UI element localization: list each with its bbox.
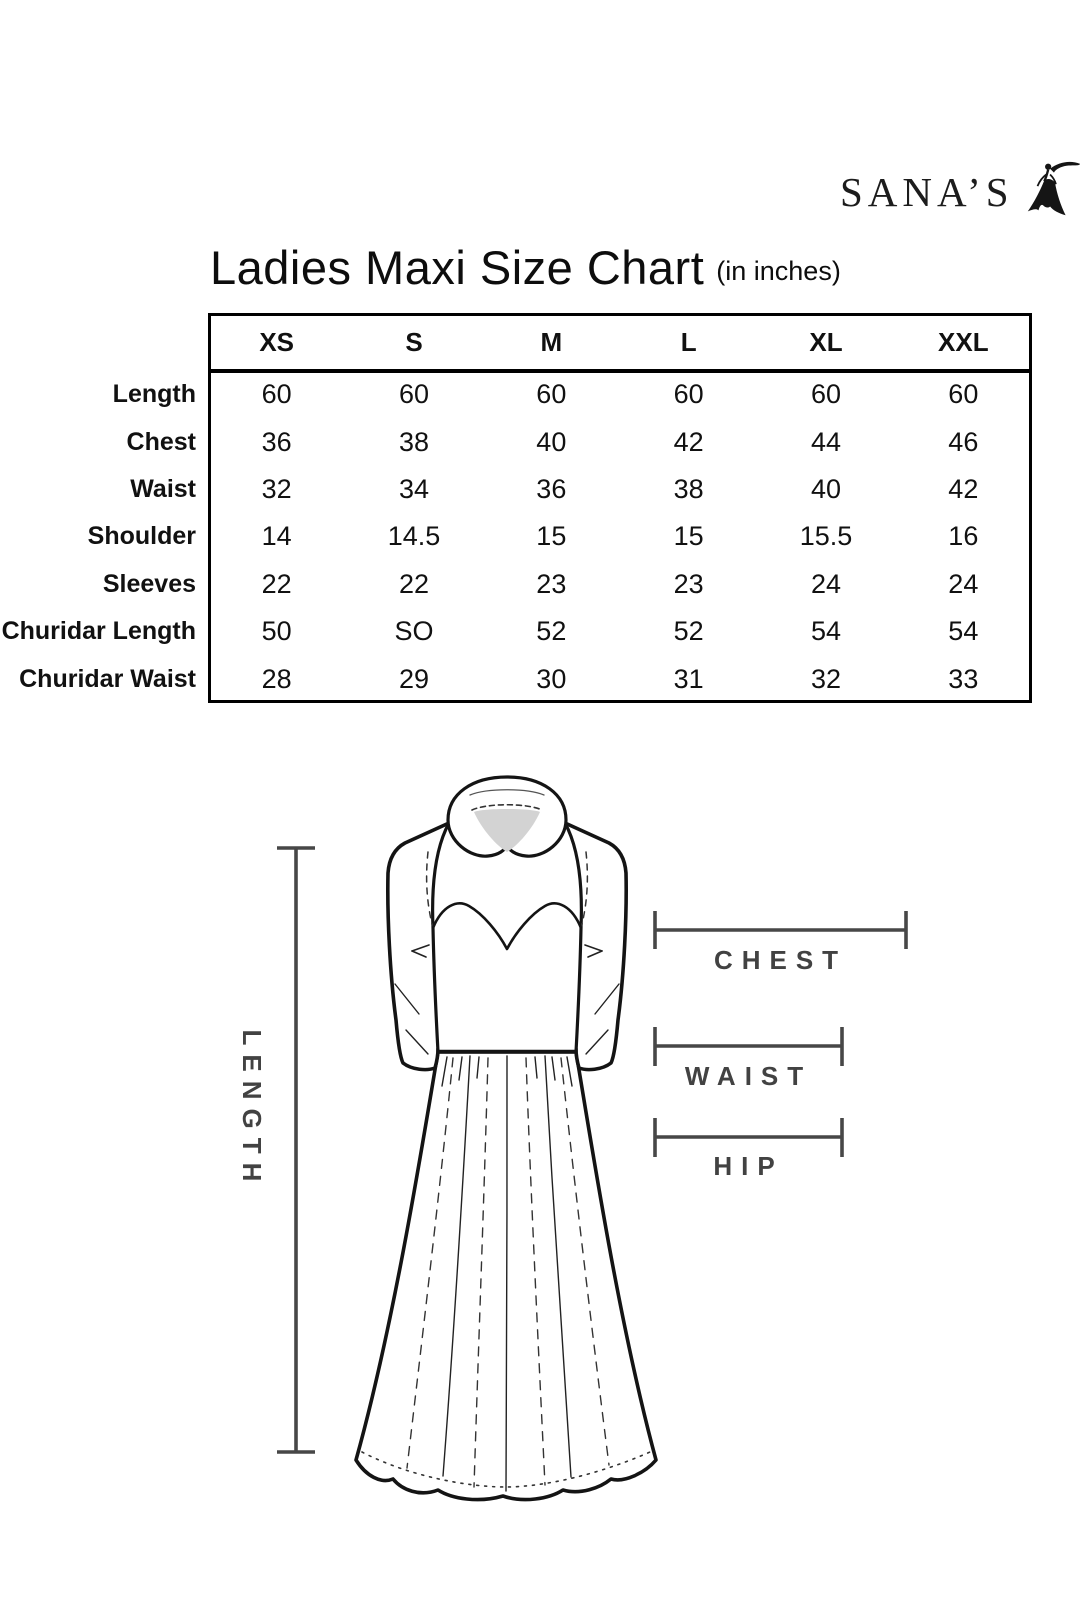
size-value-cell: 15 xyxy=(673,521,704,552)
row-label: Waist xyxy=(130,474,196,503)
hip-label: HIP xyxy=(713,1151,784,1181)
size-value-cell: 60 xyxy=(398,379,430,410)
size-value-cell: 28 xyxy=(261,663,292,694)
size-value-cell: 36 xyxy=(536,473,567,504)
row-label: Chest xyxy=(126,427,196,456)
size-value-cell: 60 xyxy=(261,379,292,410)
size-value-cell: 54 xyxy=(810,616,842,647)
hip-measure-line xyxy=(653,1118,844,1157)
chest-label: CHEST xyxy=(713,945,848,975)
size-value-cell: 24 xyxy=(810,568,842,599)
size-value-cell: 14.5 xyxy=(387,521,441,552)
size-value-cell: 29 xyxy=(398,663,430,694)
length-label: LENGTH xyxy=(237,1029,267,1191)
size-column-header: XS xyxy=(259,326,294,357)
neck-opening xyxy=(474,809,540,852)
size-table: XS S M L XL XXL Length 60 60 60 60 60 60 Chest 36 38 40 4… xyxy=(2,313,1032,703)
length-measure-line xyxy=(277,846,315,1454)
size-table-border xyxy=(208,313,1032,703)
row-label: Sleeves xyxy=(102,569,196,598)
size-value-cell: 42 xyxy=(673,426,704,457)
size-value-cell: 60 xyxy=(673,379,704,410)
size-column-header: XL xyxy=(809,326,843,357)
size-value-cell: 30 xyxy=(536,663,567,694)
size-value-cell: 14 xyxy=(261,521,292,552)
size-value-cell: 40 xyxy=(810,473,842,504)
row-label: Churidar Waist xyxy=(19,664,196,693)
size-value-cell: 16 xyxy=(948,521,979,552)
size-value-cell: 36 xyxy=(261,426,292,457)
size-value-cell: 23 xyxy=(536,568,567,599)
brand-name: SANA’S xyxy=(840,168,1014,215)
row-label: Shoulder xyxy=(87,522,196,551)
size-value-cell: 38 xyxy=(398,426,430,457)
size-value-cell: 22 xyxy=(261,568,292,599)
size-column-header: XXL xyxy=(938,326,989,357)
page-title: Ladies Maxi Size Chart (in inches) xyxy=(210,240,841,295)
size-column-header: M xyxy=(540,326,563,357)
size-value-cell: 44 xyxy=(810,426,842,457)
size-value-cell: 54 xyxy=(948,616,979,647)
waist-label: WAIST xyxy=(684,1061,813,1091)
size-value-cell: SO xyxy=(394,616,434,647)
size-value-cell: 24 xyxy=(948,568,979,599)
size-value-cell: 15 xyxy=(536,521,567,552)
dress-left-sleeve xyxy=(387,823,449,1070)
maxi-dress-figure xyxy=(354,775,658,1502)
size-column-header: S xyxy=(405,326,423,357)
row-label: Length xyxy=(112,380,196,409)
size-value-cell: 50 xyxy=(261,616,292,647)
dress-skirt xyxy=(354,1050,658,1502)
size-value-cell: 46 xyxy=(948,426,979,457)
sweetheart-seam xyxy=(431,902,583,951)
dress-right-sleeve xyxy=(565,823,627,1070)
size-value-cell: 60 xyxy=(536,379,567,410)
size-value-cell: 38 xyxy=(673,473,704,504)
size-value-cell: 32 xyxy=(261,473,292,504)
waist-measure-line xyxy=(653,1027,844,1066)
row-label: Churidar Length xyxy=(1,617,196,646)
size-value-cell: 15.5 xyxy=(799,521,853,552)
size-value-cell: 32 xyxy=(810,663,842,694)
size-value-cell: 52 xyxy=(673,616,704,647)
dancing-woman-gown-icon xyxy=(1027,161,1080,216)
brand-logo: SANA’S xyxy=(840,161,1080,221)
size-value-cell: 34 xyxy=(398,473,430,504)
size-value-cell: 33 xyxy=(948,663,979,694)
size-value-cell: 23 xyxy=(673,568,704,599)
size-value-cell: 22 xyxy=(398,568,430,599)
table-header-rule xyxy=(208,369,1032,373)
size-value-cell: 40 xyxy=(536,426,567,457)
size-column-header: L xyxy=(680,326,697,357)
size-value-cell: 31 xyxy=(673,663,704,694)
chest-measure-line xyxy=(653,911,908,949)
size-value-cell: 52 xyxy=(536,616,567,647)
title-text: Ladies Maxi Size Chart xyxy=(210,241,705,294)
size-value-cell: 60 xyxy=(810,379,842,410)
unit-note: (in inches) xyxy=(716,256,841,286)
size-value-cell: 60 xyxy=(948,379,979,410)
size-value-cell: 42 xyxy=(948,473,979,504)
